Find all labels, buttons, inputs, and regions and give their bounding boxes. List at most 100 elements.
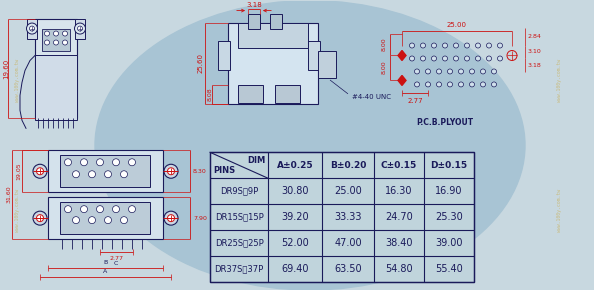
Circle shape: [498, 56, 503, 61]
Circle shape: [164, 211, 178, 225]
Circle shape: [453, 56, 459, 61]
Circle shape: [121, 217, 128, 224]
Polygon shape: [398, 50, 406, 61]
Text: 39.20: 39.20: [281, 212, 309, 222]
Circle shape: [65, 159, 71, 166]
Bar: [48, 150, 163, 192]
Circle shape: [421, 56, 425, 61]
Circle shape: [89, 171, 96, 178]
Text: 31.60: 31.60: [7, 185, 11, 203]
Text: 19.60: 19.60: [3, 58, 9, 79]
Text: 3.10: 3.10: [528, 49, 542, 54]
Circle shape: [415, 69, 419, 74]
Circle shape: [168, 168, 175, 175]
Circle shape: [425, 82, 431, 87]
Circle shape: [105, 217, 112, 224]
Bar: [60, 202, 150, 234]
Text: 63.50: 63.50: [334, 264, 362, 274]
Circle shape: [447, 82, 453, 87]
Bar: [35, 55, 77, 120]
Circle shape: [96, 159, 103, 166]
Ellipse shape: [95, 1, 525, 290]
Circle shape: [465, 43, 469, 48]
Circle shape: [45, 40, 49, 45]
Text: DR15S對15P: DR15S對15P: [214, 213, 263, 222]
Bar: [238, 23, 308, 48]
Circle shape: [469, 69, 475, 74]
Text: 39.00: 39.00: [435, 238, 463, 248]
Text: B: B: [103, 260, 107, 265]
Circle shape: [453, 43, 459, 48]
Circle shape: [27, 23, 37, 34]
Bar: [248, 14, 260, 28]
Text: 25.00: 25.00: [334, 186, 362, 196]
Circle shape: [30, 26, 34, 31]
Bar: [238, 86, 263, 104]
Circle shape: [481, 82, 485, 87]
Text: 30.80: 30.80: [281, 186, 309, 196]
Bar: [218, 41, 230, 70]
Circle shape: [33, 164, 47, 178]
Text: 2.77: 2.77: [407, 98, 423, 104]
Text: www.100y.com.tw: www.100y.com.tw: [279, 258, 321, 262]
Text: A: A: [103, 269, 107, 274]
Circle shape: [481, 69, 485, 74]
Circle shape: [53, 40, 58, 45]
Circle shape: [112, 159, 119, 166]
Text: 33.33: 33.33: [334, 212, 362, 222]
Text: 8.00: 8.00: [382, 61, 387, 74]
Circle shape: [112, 206, 119, 213]
Text: 25.60: 25.60: [198, 53, 204, 73]
Text: 3.18: 3.18: [528, 63, 542, 68]
Text: 38.40: 38.40: [386, 238, 413, 248]
Circle shape: [437, 69, 441, 74]
Circle shape: [96, 206, 103, 213]
Circle shape: [72, 171, 80, 178]
Text: www.100y.com.tw: www.100y.com.tw: [15, 188, 21, 232]
Text: 8.08: 8.08: [207, 88, 213, 101]
Text: 54.80: 54.80: [385, 264, 413, 274]
Text: 47.00: 47.00: [334, 238, 362, 248]
Bar: [318, 50, 336, 79]
Circle shape: [409, 43, 415, 48]
Circle shape: [459, 82, 463, 87]
Text: 8.00: 8.00: [382, 38, 387, 51]
Text: www.100y.com.tw: www.100y.com.tw: [15, 59, 21, 102]
Circle shape: [128, 159, 135, 166]
Text: C±0.15: C±0.15: [381, 161, 417, 170]
Text: 69.40: 69.40: [281, 264, 309, 274]
Text: www.100y.com.tw: www.100y.com.tw: [279, 58, 321, 63]
Text: 2.77: 2.77: [109, 256, 123, 261]
Circle shape: [491, 69, 497, 74]
Bar: [27, 19, 37, 39]
Circle shape: [476, 56, 481, 61]
Text: www.100y.com.tw: www.100y.com.tw: [558, 59, 563, 102]
Circle shape: [33, 211, 47, 225]
Text: DR37S對37P: DR37S對37P: [214, 264, 264, 273]
Circle shape: [415, 82, 419, 87]
Bar: [75, 19, 85, 39]
Text: B±0.20: B±0.20: [330, 161, 366, 170]
Circle shape: [486, 56, 491, 61]
Circle shape: [409, 56, 415, 61]
Circle shape: [62, 31, 68, 36]
Circle shape: [105, 171, 112, 178]
Text: 25.00: 25.00: [447, 21, 467, 28]
Bar: [35, 19, 77, 118]
Text: 16.90: 16.90: [435, 186, 463, 196]
Text: C: C: [114, 261, 118, 266]
Circle shape: [486, 43, 491, 48]
Circle shape: [421, 43, 425, 48]
Bar: [60, 155, 150, 187]
Circle shape: [72, 217, 80, 224]
Bar: [270, 14, 282, 28]
Text: 7.90: 7.90: [193, 216, 207, 221]
Text: P.C.B.PLYOUT: P.C.B.PLYOUT: [416, 118, 473, 127]
Text: 3.18: 3.18: [246, 2, 262, 8]
Bar: [48, 197, 163, 239]
Circle shape: [81, 159, 87, 166]
Text: 19.05: 19.05: [17, 162, 21, 180]
Circle shape: [65, 206, 71, 213]
Circle shape: [77, 26, 83, 31]
Circle shape: [121, 171, 128, 178]
